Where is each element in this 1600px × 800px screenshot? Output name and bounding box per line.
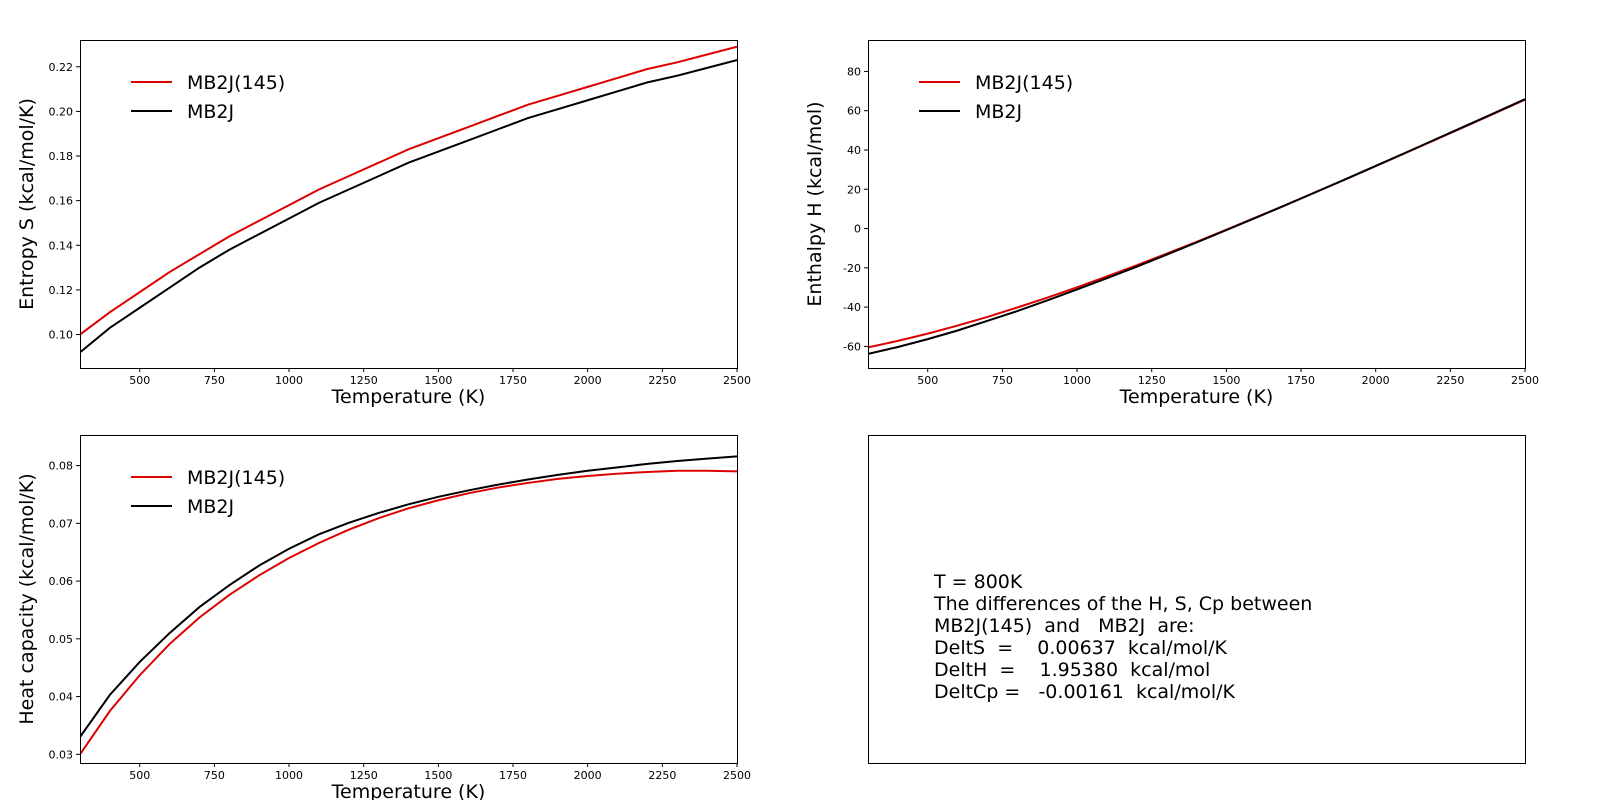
heat-capacity-y-tick-label: 0.07: [49, 517, 74, 530]
heat-capacity-y-axis-label: Heat capacity (kcal/mol/K): [16, 473, 38, 724]
heat-capacity-x-tick-label: 1500: [424, 769, 452, 782]
entropy-x-tick-label: 500: [129, 374, 150, 387]
enthalpy-axes-frame: [868, 40, 1526, 369]
heat-capacity-legend-label-mb2j-145: MB2J(145): [187, 467, 285, 489]
heat-capacity-y-tick-label: 0.06: [49, 575, 74, 588]
heat-capacity-x-tick-label: 1750: [499, 769, 527, 782]
enthalpy-y-tick-label: 20: [847, 183, 861, 196]
entropy-legend-label-mb2j: MB2J: [187, 101, 234, 123]
enthalpy-y-tick-label: 0: [854, 223, 861, 236]
entropy-x-tick-label: 1750: [499, 374, 527, 387]
enthalpy-x-tick-label: 1750: [1287, 374, 1315, 387]
heat-capacity-x-tick-label: 1000: [275, 769, 303, 782]
entropy-y-axis-label: Entropy S (kcal/mol/K): [16, 98, 38, 310]
enthalpy-y-tick-label: 60: [847, 105, 861, 118]
enthalpy-series-line-mb2j: [868, 98, 1525, 355]
entropy-x-tick-label: 2500: [723, 374, 751, 387]
enthalpy-x-tick-label: 1000: [1063, 374, 1091, 387]
entropy-x-axis-label: Temperature (K): [331, 386, 486, 408]
heat-capacity-axes-frame: [80, 435, 738, 764]
enthalpy-x-tick-label: 750: [992, 374, 1013, 387]
entropy-x-tick-label: 750: [204, 374, 225, 387]
heat-capacity-x-tick-label: 2250: [648, 769, 676, 782]
entropy-y-tick-label: 0.12: [49, 284, 74, 297]
info-line-comparison: MB2J(145) and MB2J are:: [934, 615, 1194, 637]
enthalpy-x-tick-label: 1250: [1138, 374, 1166, 387]
heat-capacity-x-tick-label: 750: [204, 769, 225, 782]
heat-capacity-legend-label-mb2j: MB2J: [187, 496, 234, 518]
entropy-y-tick-label: 0.18: [49, 150, 74, 163]
heat-capacity-series-line-mb2j: [80, 455, 737, 738]
heat-capacity-series-line-mb2j-145: [80, 469, 737, 755]
enthalpy-y-tick-label: -60: [843, 340, 861, 353]
enthalpy-x-tick-label: 2500: [1511, 374, 1539, 387]
entropy-y-tick-label: 0.10: [49, 329, 74, 342]
heat-capacity-y-tick-label: 0.05: [49, 633, 74, 646]
enthalpy-x-tick-label: 1500: [1212, 374, 1240, 387]
enthalpy-series-line-mb2j-145: [868, 98, 1525, 349]
heat-capacity-y-tick-label: 0.04: [49, 691, 74, 704]
enthalpy-y-tick-label: 80: [847, 65, 861, 78]
entropy-y-tick-label: 0.20: [49, 105, 74, 118]
heat-capacity-x-axis-label: Temperature (K): [331, 781, 486, 800]
heat-capacity-y-tick-label: 0.03: [49, 748, 74, 761]
enthalpy-y-tick-label: 40: [847, 144, 861, 157]
info-line-delta-cp: DeltCp = -0.00161 kcal/mol/K: [934, 681, 1236, 703]
heat-capacity-x-tick-label: 500: [129, 769, 150, 782]
info-line-delta-h: DeltH = 1.95380 kcal/mol: [934, 659, 1210, 681]
entropy-axes-frame: [80, 40, 738, 369]
entropy-x-tick-label: 1500: [424, 374, 452, 387]
enthalpy-x-tick-label: 500: [917, 374, 938, 387]
enthalpy-legend-label-mb2j: MB2J: [975, 101, 1022, 123]
heat-capacity-x-tick-label: 1250: [350, 769, 378, 782]
heat-capacity-x-tick-label: 2500: [723, 769, 751, 782]
enthalpy-x-tick-label: 2000: [1362, 374, 1390, 387]
enthalpy-x-tick-label: 2250: [1436, 374, 1464, 387]
info-panel: T = 800K The differences of the H, S, Cp…: [868, 435, 1526, 764]
heat-capacity-x-tick-label: 2000: [574, 769, 602, 782]
enthalpy-x-axis-label: Temperature (K): [1119, 386, 1274, 408]
heat-capacity-y-tick-label: 0.08: [49, 460, 74, 473]
entropy-y-tick-label: 0.22: [49, 61, 74, 74]
entropy-y-tick-label: 0.16: [49, 195, 74, 208]
enthalpy-y-tick-label: -20: [843, 262, 861, 275]
enthalpy-plot: 500 750 1000 1250 1500 1750 2000 2250 2500 -60 -40…: [804, 40, 1539, 408]
entropy-x-tick-label: 1250: [350, 374, 378, 387]
entropy-series-line-mb2j-145: [80, 45, 737, 336]
heat-capacity-plot: 500 750 1000 1250 1500 1750 2000 2250 2500 0.03 0.…: [16, 435, 751, 800]
info-line-temperature: T = 800K: [933, 571, 1023, 593]
entropy-x-tick-label: 1000: [275, 374, 303, 387]
entropy-plot: 500 750 1000 1250 1500 1750 2000 2250 2500 0.10 0.…: [16, 40, 751, 408]
entropy-x-tick-label: 2250: [648, 374, 676, 387]
info-line-heading: The differences of the H, S, Cp between: [933, 593, 1312, 615]
entropy-legend-label-mb2j-145: MB2J(145): [187, 72, 285, 94]
entropy-series-line-mb2j: [80, 59, 737, 354]
entropy-x-tick-label: 2000: [574, 374, 602, 387]
entropy-y-tick-label: 0.14: [49, 239, 74, 252]
info-panel-frame: [868, 435, 1526, 764]
info-line-delta-s: DeltS = 0.00637 kcal/mol/K: [934, 637, 1228, 659]
enthalpy-y-axis-label: Enthalpy H (kcal/mol): [804, 101, 826, 306]
enthalpy-y-tick-label: -40: [843, 301, 861, 314]
enthalpy-legend-label-mb2j-145: MB2J(145): [975, 72, 1073, 94]
